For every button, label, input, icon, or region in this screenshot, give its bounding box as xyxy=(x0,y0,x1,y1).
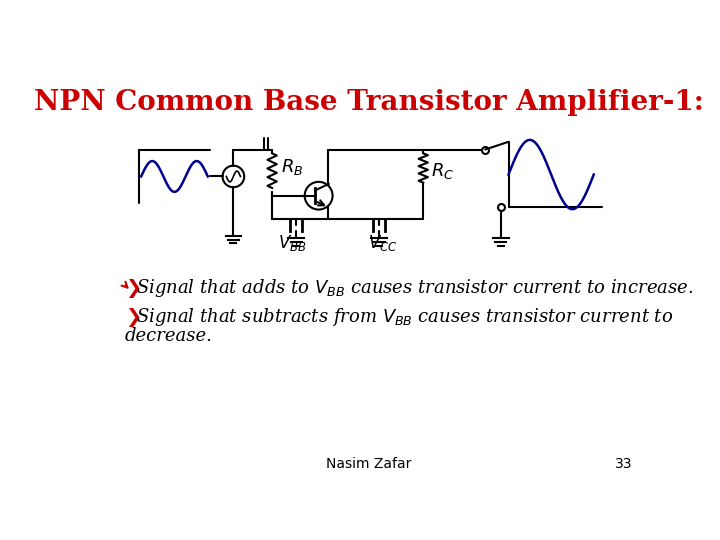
Text: $R_B$: $R_B$ xyxy=(282,157,304,177)
Text: Nasim Zafar: Nasim Zafar xyxy=(326,457,412,471)
Text: $V_{CC}$: $V_{CC}$ xyxy=(368,233,397,253)
Text: ❯: ❯ xyxy=(125,279,141,298)
Text: Signal that subtracts from $V_{BB}$ causes transistor current to: Signal that subtracts from $V_{BB}$ caus… xyxy=(137,306,674,328)
Text: NPN Common Base Transistor Amplifier-1:: NPN Common Base Transistor Amplifier-1: xyxy=(34,90,704,117)
Text: Signal that adds to $V_{BB}$ causes transistor current to increase.: Signal that adds to $V_{BB}$ causes tran… xyxy=(137,277,694,299)
Text: ❯: ❯ xyxy=(125,308,141,327)
Text: 33: 33 xyxy=(615,457,632,471)
Text: $R_C$: $R_C$ xyxy=(431,161,454,181)
Text: $V_{BB}$: $V_{BB}$ xyxy=(278,233,307,253)
Text: decrease.: decrease. xyxy=(125,327,212,345)
